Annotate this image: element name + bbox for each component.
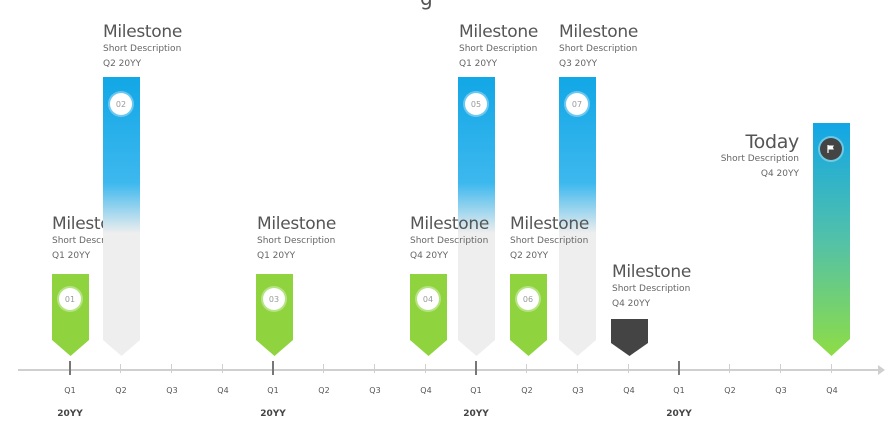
today-marker [813, 123, 850, 356]
year-label: 20YY [57, 409, 83, 419]
quarter-tick [120, 364, 121, 373]
milestone-description: Short Description [410, 236, 489, 246]
milestone-title: Milestone [257, 214, 337, 234]
quarter-label: Q4 [217, 386, 229, 395]
milestone-description: Short Description [720, 154, 799, 164]
milestone-label-07: Milestone Short Description Q3 20YY [559, 22, 638, 72]
quarter-label: Q1 [267, 386, 279, 395]
timeline-axis [18, 369, 880, 371]
milestone-title: Milestone [459, 22, 539, 42]
milestone-label-08: Milestone Short Description Q4 20YY [612, 262, 691, 312]
quarter-label: Q3 [572, 386, 584, 395]
quarter-label: Q2 [318, 386, 330, 395]
year-label: 20YY [463, 409, 489, 419]
milestone-date: Q3 20YY [559, 59, 598, 69]
quarter-tick [374, 364, 375, 373]
milestone-date: Q4 20YY [760, 169, 799, 179]
milestone-marker-08 [611, 319, 648, 356]
milestone-marker-04: 04 [410, 274, 447, 356]
quarter-label: Q1 [64, 386, 76, 395]
milestone-title: Milestone [612, 262, 692, 282]
milestone-label-03: Milestone Short Description Q1 20YY [257, 214, 336, 264]
milestone-description: Short Description [510, 236, 589, 246]
milestone-label-05: Milestone Short Description Q1 20YY [459, 22, 538, 72]
quarter-label: Q1 [470, 386, 482, 395]
milestone-date: Q2 20YY [510, 251, 549, 261]
quarter-label: Q4 [826, 386, 838, 395]
quarter-label: Q3 [369, 386, 381, 395]
milestone-date: Q1 20YY [52, 251, 91, 261]
title-fragment: g [420, 0, 433, 10]
quarter-tick [222, 364, 223, 373]
year-label: 20YY [666, 409, 692, 419]
quarter-tick [831, 364, 832, 373]
milestone-date: Q1 20YY [257, 251, 296, 261]
milestone-title: Milestone [510, 214, 590, 234]
year-tick [69, 361, 71, 375]
milestone-marker-02: 02 [103, 77, 140, 356]
quarter-tick [171, 364, 172, 373]
quarter-tick [780, 364, 781, 373]
quarter-label: Q4 [623, 386, 635, 395]
quarter-label: Q2 [724, 386, 736, 395]
milestone-label-06: Milestone Short Description Q2 20YY [510, 214, 589, 264]
milestone-badge-02: 02 [110, 93, 132, 115]
today-label: Today Short Description Q4 20YY [720, 131, 800, 182]
milestone-date: Q2 20YY [103, 59, 142, 69]
milestone-badge-03: 03 [263, 288, 285, 310]
quarter-label: Q1 [673, 386, 685, 395]
milestone-badge-01: 01 [59, 288, 81, 310]
milestone-description: Short Description [52, 236, 131, 246]
quarter-tick [577, 364, 578, 373]
flag-icon [820, 138, 842, 160]
milestone-marker-05: 05 [458, 77, 495, 356]
milestone-description: Short Description [559, 44, 638, 54]
quarter-tick [323, 364, 324, 373]
milestone-title: Milestone [103, 22, 183, 42]
milestone-marker-07: 07 [559, 77, 596, 356]
milestone-date: Q1 20YY [459, 59, 498, 69]
milestone-badge-05: 05 [465, 93, 487, 115]
year-tick [678, 361, 680, 375]
quarter-tick [425, 364, 426, 373]
quarter-label: Q2 [521, 386, 533, 395]
milestone-title: Milestone [559, 22, 639, 42]
year-tick [272, 361, 274, 375]
milestone-description: Short Description [257, 236, 336, 246]
milestone-marker-01: 01 [52, 274, 89, 356]
milestone-description: Short Description [612, 284, 691, 294]
milestone-badge-06: 06 [517, 288, 539, 310]
milestone-date: Q4 20YY [612, 299, 651, 309]
milestone-description: Short Description [459, 44, 538, 54]
milestone-description: Short Description [103, 44, 182, 54]
milestone-date: Q4 20YY [410, 251, 449, 261]
quarter-tick [628, 364, 629, 373]
milestone-title: Milestone [410, 214, 490, 234]
today-title: Today [745, 131, 800, 153]
quarter-label: Q2 [115, 386, 127, 395]
milestone-marker-06: 06 [510, 274, 547, 356]
milestone-marker-03: 03 [256, 274, 293, 356]
year-tick [475, 361, 477, 375]
milestone-label-04: Milestone Short Description Q4 20YY [410, 214, 489, 264]
quarter-tick [526, 364, 527, 373]
axis-arrow [878, 365, 885, 375]
quarter-label: Q3 [775, 386, 787, 395]
quarter-label: Q3 [166, 386, 178, 395]
milestone-badge-04: 04 [417, 288, 439, 310]
milestone-label-02: Milestone Short Description Q2 20YY [103, 22, 182, 72]
milestone-badge-07: 07 [566, 93, 588, 115]
quarter-label: Q4 [420, 386, 432, 395]
year-label: 20YY [260, 409, 286, 419]
quarter-tick [729, 364, 730, 373]
